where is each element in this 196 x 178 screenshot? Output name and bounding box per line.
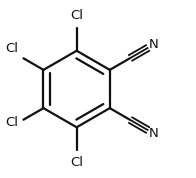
Text: Cl: Cl [5, 116, 19, 129]
Text: N: N [148, 38, 158, 51]
Text: Cl: Cl [70, 9, 83, 22]
Text: Cl: Cl [70, 156, 83, 169]
Text: Cl: Cl [5, 42, 19, 55]
Text: N: N [148, 127, 158, 140]
